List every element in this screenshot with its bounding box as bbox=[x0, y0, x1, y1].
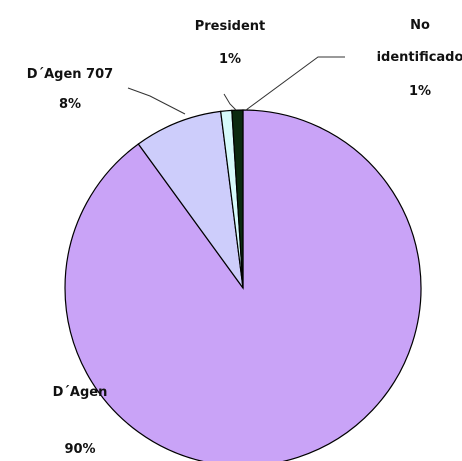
value-label: 1% bbox=[218, 52, 242, 67]
value-label: 1% bbox=[408, 84, 432, 99]
pie-slice bbox=[231, 109, 244, 289]
slice-label: D´Agen 707 bbox=[26, 67, 114, 82]
leader-line bbox=[223, 93, 237, 111]
pie-slice bbox=[64, 109, 422, 461]
leader-line bbox=[127, 87, 186, 115]
leader-line bbox=[245, 56, 345, 111]
slice-label: No identificado bbox=[376, 18, 462, 65]
slice-label: President bbox=[194, 19, 266, 34]
value-label: 90% bbox=[64, 442, 96, 457]
slice-label: D´Agen bbox=[52, 385, 108, 400]
value-label: 8% bbox=[58, 97, 82, 112]
pie-slice bbox=[137, 110, 244, 289]
